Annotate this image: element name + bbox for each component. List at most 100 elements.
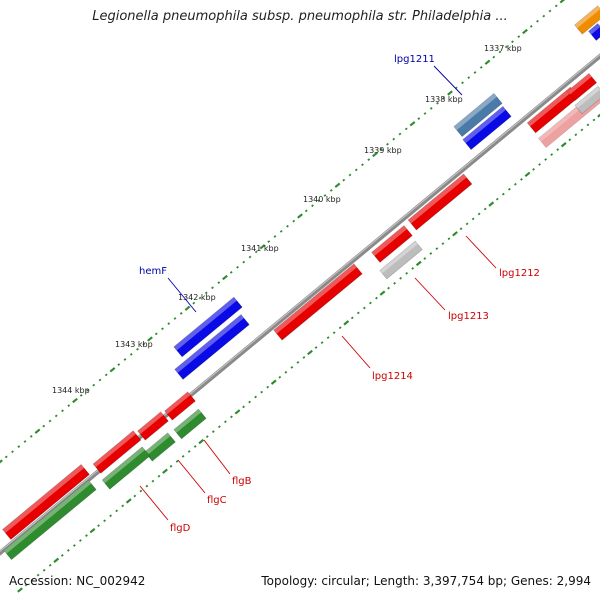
gene-block-lpg1212[interactable] xyxy=(407,173,473,231)
outer-tick-mark xyxy=(34,428,41,434)
gene-block-lpg1213-pseudo-highlight xyxy=(379,241,418,274)
outer-tick-mark xyxy=(198,296,202,300)
inner-tick-mark xyxy=(477,212,481,216)
outer-tick-mark xyxy=(392,137,396,141)
inner-tick-mark xyxy=(103,519,106,523)
inner-tick-mark xyxy=(133,494,137,498)
outer-tick-mark xyxy=(136,347,139,351)
gene-block-lpg1212-highlight xyxy=(408,174,467,224)
gene-block-lpg1213[interactable] xyxy=(371,225,413,263)
outer-tick-mark xyxy=(259,244,266,250)
gene-label-lpg1214[interactable]: lpg1214 xyxy=(372,371,413,382)
outer-tick-mark xyxy=(492,55,496,59)
inner-tick-mark xyxy=(520,177,523,181)
outer-tick-mark xyxy=(429,107,433,110)
gene-block-hemF-outer[interactable] xyxy=(173,296,243,358)
gene-block-flgD-highlight xyxy=(93,430,136,468)
outer-tick-mark xyxy=(522,28,528,35)
inner-tick-mark xyxy=(85,534,88,537)
inner-tick-mark xyxy=(125,498,132,504)
inner-tick-mark xyxy=(532,168,535,171)
outer-tick-mark xyxy=(92,383,96,387)
outer-tick-mark xyxy=(436,101,439,105)
inner-tick-mark xyxy=(415,260,422,267)
inner-tick-mark xyxy=(115,509,119,513)
gene-block-other-top[interactable] xyxy=(574,5,600,35)
gene-block-flgC-rna[interactable] xyxy=(144,432,176,462)
tick-label: 1337 kbp xyxy=(484,44,522,53)
outer-tick-mark xyxy=(29,435,33,438)
inner-tick-mark xyxy=(266,385,270,389)
outer-tick-mark xyxy=(361,163,364,167)
map-title: Legionella pneumophila subsp. pneumophil… xyxy=(92,9,508,24)
gene-label-lpg1211[interactable]: lpg1211 xyxy=(394,54,435,65)
gene-label-flgc[interactable]: flgC xyxy=(207,495,227,506)
gene-label-flgd[interactable]: flgD xyxy=(170,523,191,534)
inner-tick-mark xyxy=(162,468,168,474)
outer-tick-mark xyxy=(236,265,239,269)
gene-label-hemf[interactable]: hemF xyxy=(139,266,167,277)
gene-block-edge-highlight xyxy=(588,23,600,35)
tick-label: 1343 kbp xyxy=(115,340,153,349)
inner-tick-mark xyxy=(338,326,342,330)
outer-tick-mark xyxy=(104,373,108,377)
gene-block-right-1-highlight xyxy=(527,87,574,127)
inner-tick-mark xyxy=(181,455,185,458)
gene-block-flgD[interactable] xyxy=(92,430,142,474)
gene-block-lpg1213-pseudo[interactable] xyxy=(379,240,423,280)
outer-tick-mark xyxy=(4,455,8,459)
inner-tick-mark xyxy=(465,222,469,226)
outer-tick-mark xyxy=(542,14,546,18)
gene-label-lpg1213[interactable]: lpg1213 xyxy=(448,311,489,322)
gene-block-lpg1213-highlight xyxy=(371,225,407,256)
gene-block-flgE[interactable] xyxy=(2,464,90,540)
gene-block-flgB-rna[interactable] xyxy=(173,408,207,440)
inner-tick-mark xyxy=(399,276,403,280)
inner-tick-mark xyxy=(538,163,541,166)
gene-block-right-grey[interactable] xyxy=(574,85,600,115)
inner-tick-mark xyxy=(109,514,113,518)
gene-label-lpg1212[interactable]: lpg1212 xyxy=(499,268,540,279)
gene-block-flgE-highlight xyxy=(2,464,85,534)
outer-tick-mark xyxy=(67,404,71,407)
gene-block-flgC-highlight xyxy=(137,411,164,435)
gene-block-lpg1211[interactable] xyxy=(453,92,503,138)
inner-tick-mark xyxy=(89,527,96,534)
outer-tick-mark xyxy=(98,378,102,382)
gene-block-flgC[interactable] xyxy=(137,411,169,441)
gene-leader-line xyxy=(167,277,197,313)
outer-tick-mark xyxy=(179,312,183,315)
outer-tick-mark xyxy=(317,199,321,202)
gene-block-flgE-rna[interactable] xyxy=(3,479,97,561)
outer-tick-mark xyxy=(167,322,171,325)
outer-tick-mark xyxy=(479,66,483,69)
inner-tick-mark xyxy=(507,187,511,191)
inner-tick-mark xyxy=(97,524,100,528)
outer-tick-mark xyxy=(467,76,471,79)
gene-block-lpg1214-highlight xyxy=(273,263,357,334)
inner-tick-mark xyxy=(560,142,567,148)
inner-tick-mark xyxy=(471,217,475,221)
gene-leader-line xyxy=(414,277,446,311)
gene-block-flgB[interactable] xyxy=(164,391,196,421)
gene-block-flgD-rna[interactable] xyxy=(101,446,151,490)
inner-tick-mark xyxy=(175,459,179,463)
inner-tick-mark xyxy=(121,504,125,508)
gene-block-lpg1214[interactable] xyxy=(273,263,363,341)
gene-block-right-2[interactable] xyxy=(566,73,598,101)
outer-tick-mark xyxy=(54,414,58,418)
gene-block-edge[interactable] xyxy=(588,23,600,41)
outer-tick-mark xyxy=(17,445,21,448)
tick-label: 1338 kbp xyxy=(425,95,463,104)
outer-tick-mark xyxy=(292,219,296,223)
genome-backbone xyxy=(0,53,600,556)
inner-tick-mark xyxy=(568,138,572,142)
inner-tick-mark xyxy=(411,267,415,270)
gene-block-lpg1211-inner[interactable] xyxy=(462,105,512,151)
gene-label-flgb[interactable]: flgB xyxy=(232,476,252,487)
gene-block-hemF-inner[interactable] xyxy=(174,314,250,380)
inner-tick-mark xyxy=(270,379,277,385)
inner-tick-mark xyxy=(592,118,596,122)
inner-tick-mark xyxy=(211,430,215,434)
